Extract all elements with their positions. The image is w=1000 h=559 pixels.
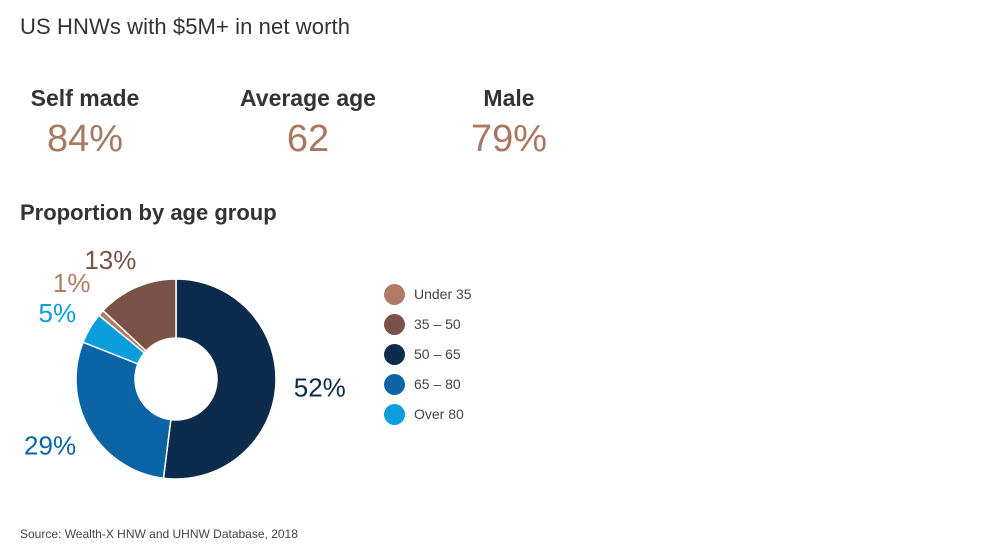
donut-slice-50-65 bbox=[162, 278, 277, 480]
donut-label-65-80: 29% bbox=[24, 430, 76, 460]
legend-item-35-50: 35 – 50 bbox=[384, 309, 472, 339]
legend-label: 50 – 65 bbox=[414, 346, 461, 362]
legend-item-50-65: 50 – 65 bbox=[384, 339, 472, 369]
stat-average-age: Average age 62 bbox=[223, 82, 393, 162]
stat-value: 84% bbox=[46, 118, 124, 160]
stat-label: Average age bbox=[240, 85, 376, 111]
legend-swatch bbox=[384, 373, 405, 395]
stat-self-made: Self made 84% bbox=[0, 82, 170, 162]
donut-label-under-35: 1% bbox=[53, 268, 91, 298]
legend-label: Over 80 bbox=[414, 406, 464, 422]
stat-label: Male bbox=[483, 85, 535, 111]
donut-slice-65-80 bbox=[75, 341, 172, 480]
donut-label-35-50: 13% bbox=[84, 245, 136, 275]
page-title: US HNWs with $5M+ in net worth bbox=[20, 14, 351, 39]
donut-slice-35-50 bbox=[102, 278, 177, 352]
source-note: Source: Wealth-X HNW and UHNW Database, … bbox=[20, 527, 298, 541]
stat-value: 79% bbox=[470, 118, 548, 160]
legend-swatch bbox=[384, 313, 405, 335]
legend-item-over-80: Over 80 bbox=[384, 399, 472, 429]
legend-label: 35 – 50 bbox=[414, 316, 461, 332]
legend-item-65-80: 65 – 80 bbox=[384, 369, 472, 399]
chart-title: Proportion by age group bbox=[20, 200, 277, 225]
donut-label-50-65: 52% bbox=[294, 372, 346, 402]
stat-male: Male 79% bbox=[424, 82, 594, 162]
chart-legend: Under 35 35 – 50 50 – 65 65 – 80 Over 80 bbox=[384, 279, 472, 429]
legend-item-under-35: Under 35 bbox=[384, 279, 472, 309]
stat-label: Self made bbox=[30, 85, 140, 111]
legend-label: 65 – 80 bbox=[414, 376, 461, 392]
legend-swatch bbox=[384, 343, 405, 365]
legend-swatch bbox=[384, 403, 405, 425]
donut-chart: 52% 29% 5%1%13% bbox=[24, 245, 346, 480]
legend-label: Under 35 bbox=[414, 286, 472, 302]
donut-label-over-80: 5% bbox=[39, 298, 77, 328]
stat-value: 62 bbox=[286, 118, 330, 160]
legend-swatch bbox=[384, 283, 405, 305]
